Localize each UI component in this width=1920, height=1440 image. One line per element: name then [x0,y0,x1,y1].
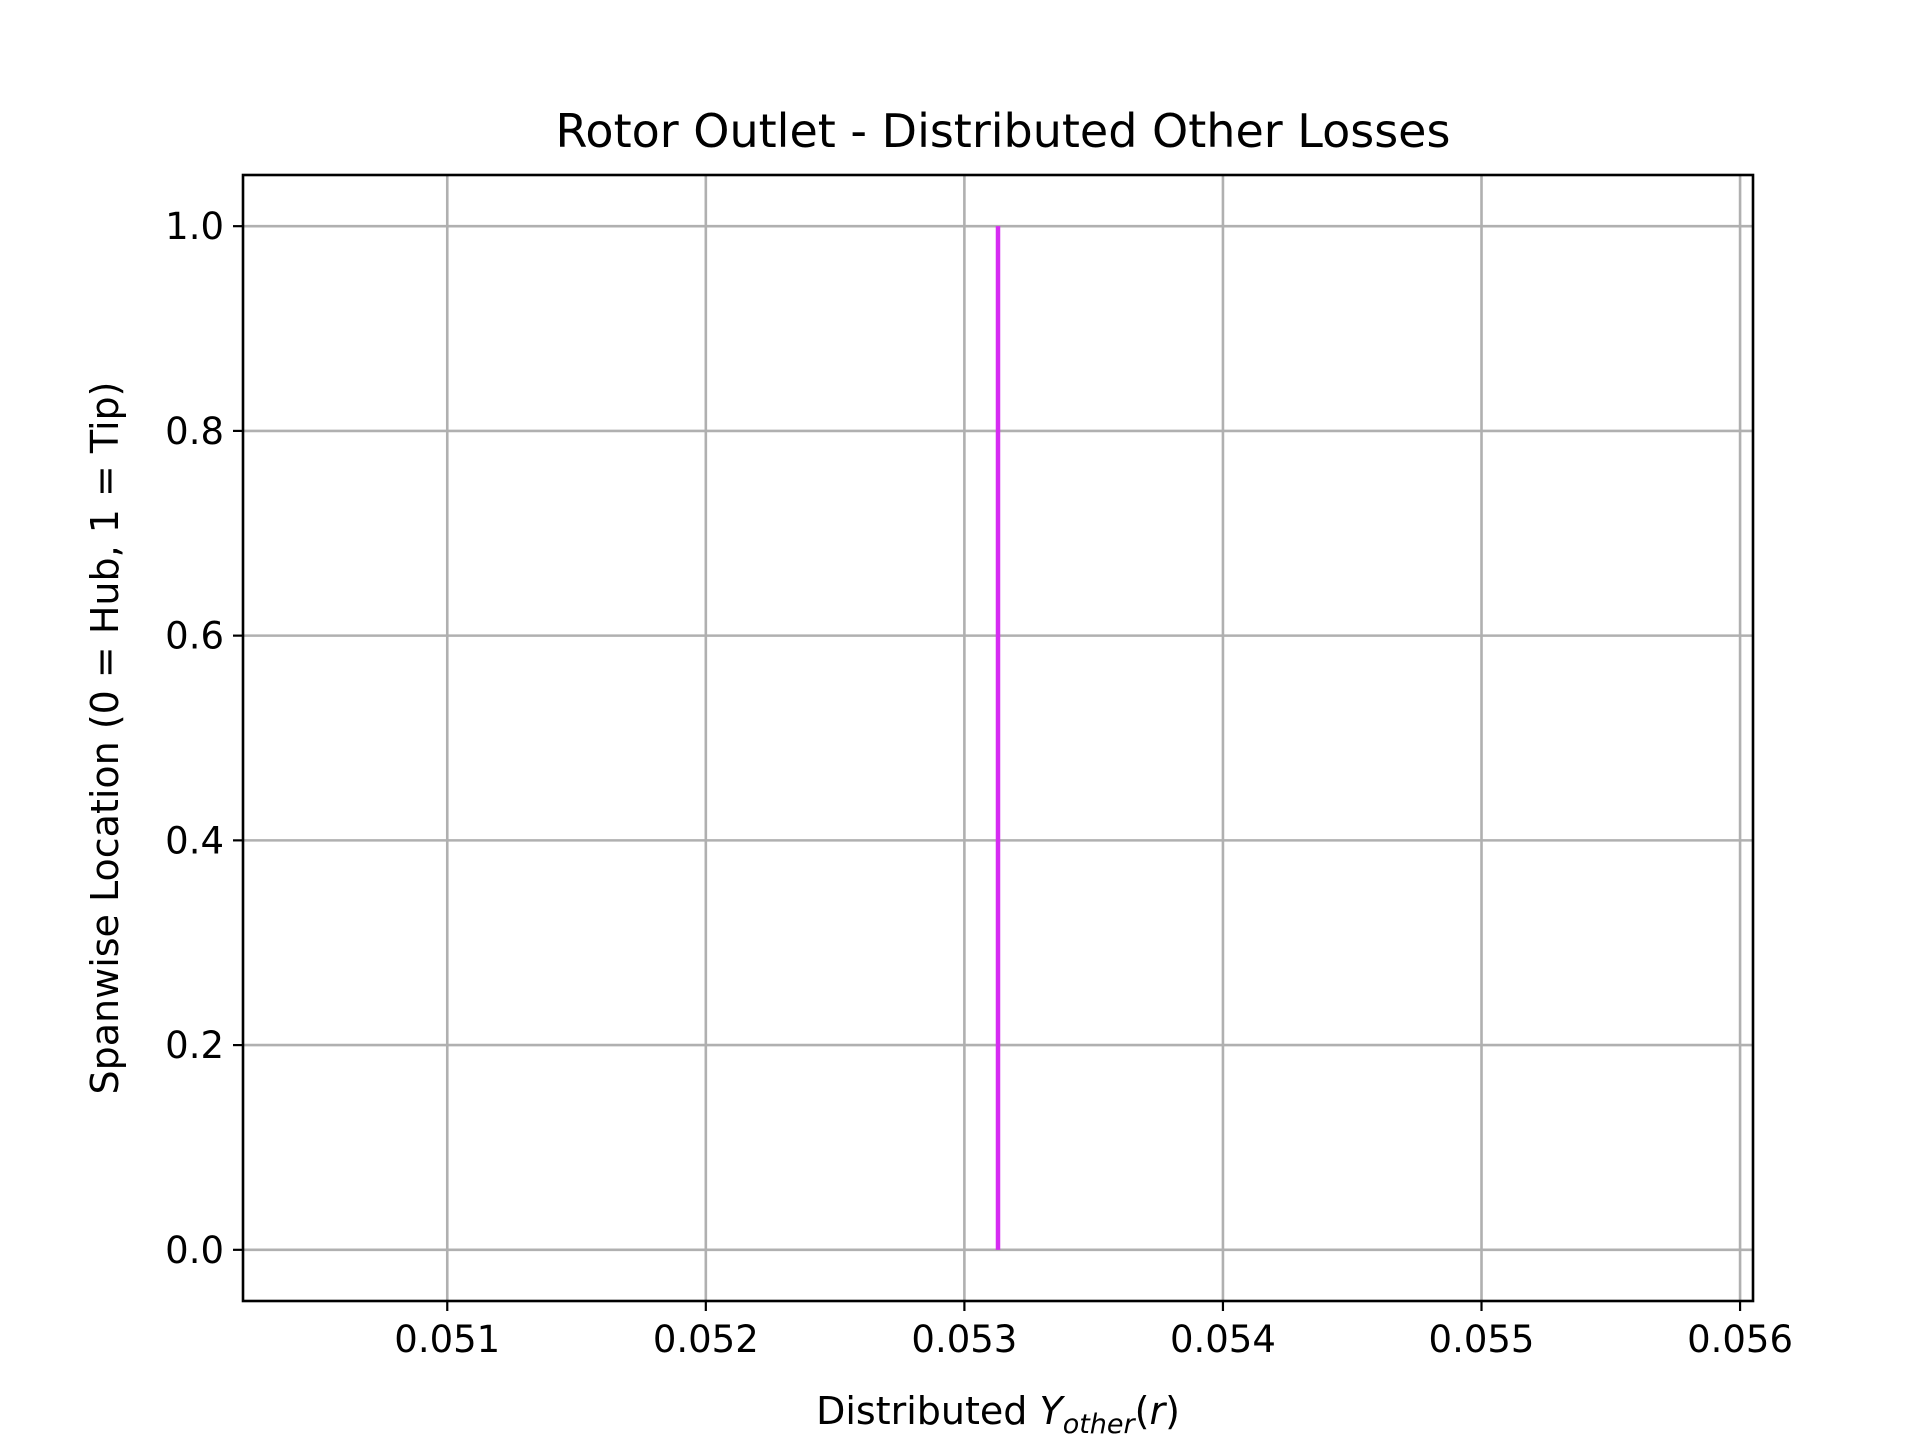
x-tick-label: 0.056 [1687,1318,1793,1361]
x-axis-label-symbol: Y [1039,1389,1065,1433]
x-axis-label-prefix: Distributed [816,1389,1039,1433]
x-tick-label: 0.052 [653,1318,759,1361]
x-axis-label-close-paren: ) [1165,1389,1180,1433]
x-axis-label-open-paren: ( [1135,1389,1150,1433]
x-tick-label: 0.054 [1170,1318,1276,1361]
y-tick-label: 0.8 [165,410,224,453]
plot-frame [241,173,1755,1303]
x-tick-label: 0.055 [1429,1318,1535,1361]
y-tick-label: 1.0 [165,205,224,248]
y-tick-label: 0.6 [165,615,224,658]
x-axis-label-subscript: other [1063,1409,1137,1440]
tick-layer: 0.051 0.052 0.053 0.054 0.055 0.056 0.0 0.2 0.4 0… [165,205,1793,1361]
x-tick-label: 0.053 [911,1318,1017,1361]
x-tick-label: 0.051 [394,1318,500,1361]
y-tick-label: 0.4 [165,819,224,862]
y-tick-label: 0.2 [165,1024,224,1067]
x-axis-label-variable: r [1149,1389,1167,1433]
chart-title: Rotor Outlet - Distributed Other Losses [556,104,1451,158]
y-tick-label: 0.0 [165,1229,224,1272]
x-axis-label: Distributed Yother(r) [816,1389,1180,1440]
y-axis-label: Spanwise Location (0 = Hub, 1 = Tip) [83,382,127,1095]
